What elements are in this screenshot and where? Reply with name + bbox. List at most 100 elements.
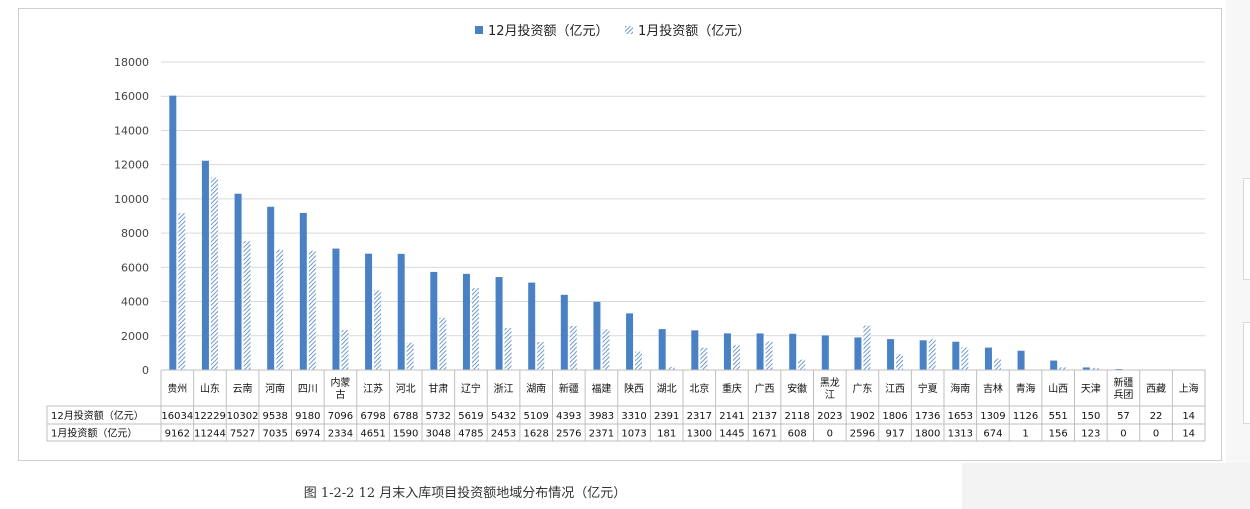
- x-category-label: 湖北: [657, 383, 677, 395]
- bar-series2: [569, 325, 577, 370]
- x-category-label: 陕西: [624, 382, 644, 395]
- table-data-label: 2391: [654, 411, 679, 422]
- table-data-label: 11244: [194, 429, 226, 440]
- bar-series1: [1082, 367, 1090, 370]
- x-category-label: 西藏: [1146, 383, 1166, 395]
- x-category-label: 河南: [265, 382, 285, 395]
- bar-series2: [961, 347, 969, 370]
- x-category-label: 湖南: [526, 382, 546, 395]
- table-data-label: 9162: [165, 429, 190, 440]
- chart-frame: 12月投资额（亿元） 1月投资额（亿元） 0 2000 4000 6000 8000 100…: [18, 8, 1222, 461]
- table-data-label: 22: [1150, 411, 1163, 422]
- x-category-label: 江苏: [363, 382, 383, 395]
- x-category-label: 安徽: [787, 382, 807, 395]
- bar-series2: [896, 354, 904, 370]
- table-data-label: 156: [1049, 429, 1068, 440]
- y-tick-label: 16000: [114, 90, 149, 103]
- table-data-label: 1590: [393, 429, 418, 440]
- bar-series2: [439, 317, 447, 370]
- table-data-label: 1300: [687, 429, 712, 440]
- bar-series2: [178, 213, 186, 370]
- y-tick-label: 10000: [114, 193, 149, 206]
- bar-series1: [267, 206, 275, 370]
- bar-series1: [756, 333, 764, 370]
- legend-swatch-series1: [475, 26, 483, 34]
- bar-series1: [952, 341, 960, 370]
- bar-series2: [798, 359, 806, 370]
- table-data-label: 1309: [980, 411, 1005, 422]
- table-data-label: 0: [827, 429, 833, 440]
- table-data-label: 5109: [523, 411, 548, 422]
- table-data-label: 6974: [295, 429, 320, 440]
- table-data-label: 1126: [1013, 411, 1038, 422]
- table-data-label: 16034: [161, 411, 193, 422]
- y-tick-label: 6000: [121, 261, 149, 274]
- right-gray-panel: [962, 463, 1250, 509]
- x-category-label: 江西: [885, 383, 905, 395]
- bar-series1: [593, 301, 601, 370]
- y-tick-label: 12000: [114, 159, 149, 172]
- x-category-label: 新疆: [1113, 376, 1133, 389]
- table-data-label: 3310: [621, 411, 646, 422]
- table-data-label: 1671: [752, 429, 777, 440]
- bar-series1: [299, 212, 307, 370]
- x-category-label: 宁夏: [918, 382, 938, 395]
- bar-series2: [276, 249, 284, 370]
- table-data-label: 3048: [426, 429, 451, 440]
- x-category-label: 吉林: [983, 382, 1003, 395]
- bar-series2: [667, 366, 675, 370]
- side-tab-upper[interactable]: [1243, 178, 1250, 280]
- bar-series2: [210, 177, 218, 370]
- table-data-label: 1: [1022, 429, 1028, 440]
- bar-series1: [984, 347, 992, 370]
- x-category-label: 甘肃: [428, 382, 448, 395]
- bar-series1: [854, 337, 862, 370]
- bar-series1: [430, 271, 438, 370]
- bar-series1: [887, 339, 895, 370]
- bar-series1: [1017, 350, 1025, 370]
- chart-bars: [169, 95, 1197, 370]
- table-data-label: 7527: [230, 429, 255, 440]
- figure-caption: 图 1-2-2 12 月末入库项目投资额地域分布情况（亿元）: [303, 486, 627, 501]
- table-data-label: 1800: [915, 429, 940, 440]
- bar-series1: [332, 248, 340, 370]
- table-data-label: 1902: [850, 411, 875, 422]
- table-data-label: 1313: [948, 429, 973, 440]
- bar-series1: [691, 330, 699, 370]
- table-data-label: 1628: [523, 429, 548, 440]
- table-data-label: 4785: [458, 429, 483, 440]
- bar-series1: [789, 333, 797, 370]
- y-axis: 0 2000 4000 6000 8000 10000 12000 14000 16000 180…: [114, 56, 149, 377]
- legend-label-series1: 12月投资额（亿元）: [488, 23, 609, 39]
- table-data-label: 14: [1182, 411, 1195, 422]
- side-tab-lower[interactable]: [1243, 322, 1250, 424]
- table-data-label: 0: [1120, 429, 1126, 440]
- x-category-label: 天津: [1081, 383, 1101, 395]
- chart-legend: 12月投资额（亿元） 1月投资额（亿元）: [475, 23, 750, 39]
- table-data-label: 2118: [784, 411, 809, 422]
- chart-grid: [161, 61, 1205, 337]
- table-data-label: 9538: [262, 411, 287, 422]
- chart-svg: 12月投资额（亿元） 1月投资额（亿元） 02000400060008000100…: [46, 23, 1206, 442]
- bar-series1: [365, 253, 373, 370]
- bar-series1: [723, 333, 731, 370]
- bar-series1: [560, 294, 568, 370]
- table-data-label: 12229: [194, 411, 226, 422]
- bar-series2: [993, 358, 1001, 370]
- table-data-label: 4393: [556, 411, 581, 422]
- x-category-label: 江: [825, 389, 835, 401]
- x-category-label: 内蒙: [330, 376, 350, 389]
- table-data-label: 2371: [589, 429, 614, 440]
- bar-series1: [234, 193, 242, 370]
- bar-series2: [504, 328, 512, 370]
- table-data-label: 2453: [491, 429, 516, 440]
- y-tick-label: 18000: [114, 56, 149, 69]
- table-data-label: 9180: [295, 411, 320, 422]
- bar-series1: [169, 95, 177, 370]
- table-data-label: 123: [1081, 429, 1100, 440]
- y-tick-label: 0: [142, 364, 149, 377]
- bar-series1: [626, 313, 634, 370]
- bar-series1: [462, 273, 470, 370]
- table-data-label: 917: [886, 429, 905, 440]
- table-data-label: 2317: [687, 411, 712, 422]
